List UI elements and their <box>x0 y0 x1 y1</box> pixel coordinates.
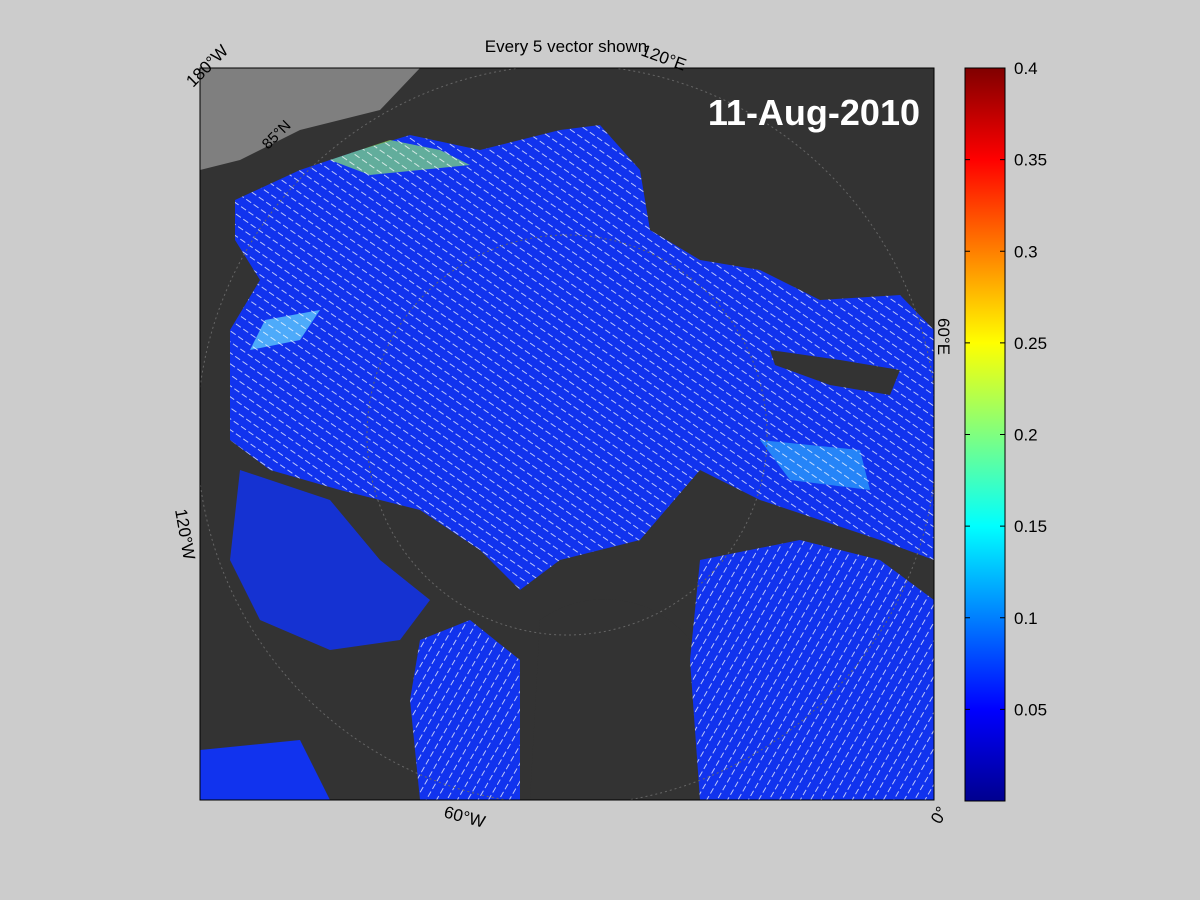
graticule <box>366 234 768 636</box>
colorbar-tick-label: 0.15 <box>1014 517 1047 536</box>
ocean <box>200 125 934 800</box>
colorbar-tick-label: 0.35 <box>1014 151 1047 170</box>
colorbar <box>964 67 1006 802</box>
lon-label: 120°W <box>171 507 199 561</box>
map <box>200 68 934 800</box>
title: Every 5 vector shown <box>485 37 648 56</box>
land-light <box>200 68 420 170</box>
lon-label: 60°E <box>934 318 953 355</box>
colorbar-tick-label: 0.1 <box>1014 609 1038 628</box>
colorbar-tick-label: 0.25 <box>1014 334 1047 353</box>
lon-label: 60°W <box>442 803 487 832</box>
date-label: 11-Aug-2010 <box>708 92 920 133</box>
map-frame <box>199 67 935 801</box>
colorbar-tick-label: 0.2 <box>1014 426 1038 445</box>
lon-label: 0° <box>927 803 952 827</box>
colorbar-tick-label: 0.3 <box>1014 242 1038 261</box>
colorbar-tick-label: 0.4 <box>1014 59 1038 78</box>
colorbar-tick-label: 0.05 <box>1014 700 1047 719</box>
colorbar-axis: 0.05 0.1 0.15 0.2 0.25 0.3 0.35 0.4 <box>965 59 1047 719</box>
